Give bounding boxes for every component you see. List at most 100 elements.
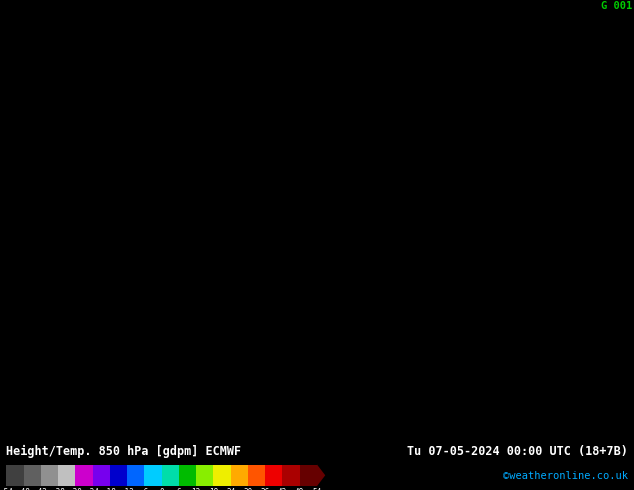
Text: 5: 5 bbox=[230, 140, 234, 146]
Text: 6: 6 bbox=[576, 117, 580, 123]
Text: 7: 7 bbox=[553, 248, 557, 254]
Text: 6: 6 bbox=[301, 78, 304, 84]
Text: 2: 2 bbox=[171, 248, 175, 254]
Text: 5: 5 bbox=[564, 55, 569, 61]
Text: 6: 6 bbox=[623, 9, 627, 15]
Text: 5: 5 bbox=[500, 9, 504, 15]
Text: 2: 2 bbox=[77, 156, 81, 162]
Text: 8: 8 bbox=[54, 16, 58, 23]
Text: 8: 8 bbox=[388, 171, 392, 177]
Text: 6: 6 bbox=[623, 148, 627, 154]
Text: 7: 7 bbox=[547, 248, 551, 254]
Text: 6: 6 bbox=[582, 1, 586, 7]
Text: 5: 5 bbox=[189, 395, 193, 401]
Text: 7: 7 bbox=[623, 187, 627, 193]
Text: 2: 2 bbox=[424, 372, 428, 378]
Text: 1: 1 bbox=[54, 287, 58, 293]
Text: 7: 7 bbox=[593, 156, 598, 162]
Text: 4: 4 bbox=[301, 434, 304, 440]
Text: 5: 5 bbox=[48, 418, 52, 425]
Text: 7: 7 bbox=[142, 48, 146, 53]
Text: 5: 5 bbox=[148, 109, 152, 115]
Text: 4: 4 bbox=[301, 426, 304, 432]
Text: 1: 1 bbox=[77, 256, 81, 262]
Text: 1: 1 bbox=[435, 434, 439, 440]
Text: 8: 8 bbox=[30, 24, 34, 30]
Text: 6: 6 bbox=[611, 71, 616, 76]
Text: 5: 5 bbox=[77, 395, 81, 401]
Text: 8: 8 bbox=[112, 40, 117, 46]
Text: 6: 6 bbox=[242, 71, 246, 76]
Text: 5: 5 bbox=[547, 318, 551, 324]
Text: 6: 6 bbox=[253, 71, 257, 76]
Text: 7: 7 bbox=[301, 109, 304, 115]
Text: 5: 5 bbox=[553, 9, 557, 15]
Text: 3: 3 bbox=[605, 418, 610, 425]
Text: 5: 5 bbox=[294, 233, 299, 239]
Text: 3: 3 bbox=[54, 326, 58, 332]
Text: 1: 1 bbox=[130, 248, 134, 254]
Text: 4: 4 bbox=[288, 403, 293, 409]
Text: 8: 8 bbox=[553, 241, 557, 246]
Text: 2: 2 bbox=[148, 187, 152, 193]
Text: 6: 6 bbox=[271, 124, 275, 131]
Text: 8: 8 bbox=[371, 124, 375, 131]
Text: 1: 1 bbox=[523, 426, 527, 432]
Text: 2: 2 bbox=[406, 365, 410, 370]
Text: 7: 7 bbox=[318, 202, 322, 208]
Text: 7: 7 bbox=[159, 32, 164, 38]
Text: 2: 2 bbox=[377, 380, 381, 386]
Text: 5: 5 bbox=[101, 109, 105, 115]
Text: 7: 7 bbox=[48, 48, 52, 53]
Text: 6: 6 bbox=[24, 71, 29, 76]
Text: 8: 8 bbox=[335, 140, 340, 146]
Text: 5: 5 bbox=[517, 32, 522, 38]
Text: 7: 7 bbox=[517, 248, 522, 254]
Text: 8: 8 bbox=[618, 248, 621, 254]
Text: 6: 6 bbox=[189, 94, 193, 99]
Text: 5: 5 bbox=[271, 40, 275, 46]
Text: 4: 4 bbox=[18, 109, 23, 115]
Text: 5: 5 bbox=[500, 40, 504, 46]
Text: 5: 5 bbox=[424, 32, 428, 38]
Text: 3: 3 bbox=[48, 140, 52, 146]
Text: 6: 6 bbox=[541, 287, 545, 293]
Text: 5: 5 bbox=[283, 48, 287, 53]
Text: 8: 8 bbox=[564, 195, 569, 200]
Text: 4: 4 bbox=[236, 210, 240, 216]
Text: 6: 6 bbox=[330, 63, 333, 69]
Text: 6: 6 bbox=[171, 94, 175, 99]
Text: 4: 4 bbox=[535, 326, 540, 332]
Text: 2: 2 bbox=[500, 388, 504, 393]
Text: 1: 1 bbox=[112, 218, 117, 223]
Text: 4: 4 bbox=[48, 388, 52, 393]
Text: 1: 1 bbox=[447, 426, 451, 432]
Text: 3: 3 bbox=[165, 342, 169, 347]
Text: 5: 5 bbox=[77, 109, 81, 115]
Text: 4: 4 bbox=[48, 109, 52, 115]
Text: 2: 2 bbox=[118, 179, 122, 185]
Text: 1: 1 bbox=[112, 225, 117, 231]
Text: 6: 6 bbox=[200, 86, 205, 92]
Text: 7: 7 bbox=[588, 148, 592, 154]
Text: 7: 7 bbox=[306, 117, 310, 123]
Text: 3: 3 bbox=[294, 349, 299, 355]
Text: 3: 3 bbox=[629, 434, 633, 440]
Text: 1: 1 bbox=[488, 403, 492, 409]
Text: 7: 7 bbox=[605, 163, 610, 170]
Text: 1: 1 bbox=[54, 195, 58, 200]
Text: 4: 4 bbox=[271, 271, 275, 278]
Text: 5: 5 bbox=[465, 48, 469, 53]
Text: 3: 3 bbox=[189, 210, 193, 216]
Text: 5: 5 bbox=[318, 24, 322, 30]
Text: 4: 4 bbox=[1, 380, 5, 386]
Text: 2: 2 bbox=[441, 342, 445, 347]
Text: 5: 5 bbox=[48, 426, 52, 432]
Text: 4: 4 bbox=[206, 163, 210, 170]
Text: 3: 3 bbox=[130, 357, 134, 363]
Text: 8: 8 bbox=[359, 163, 363, 170]
Text: 5: 5 bbox=[541, 32, 545, 38]
Text: 8: 8 bbox=[494, 163, 498, 170]
Text: 1: 1 bbox=[529, 434, 533, 440]
Text: 4: 4 bbox=[529, 334, 533, 340]
